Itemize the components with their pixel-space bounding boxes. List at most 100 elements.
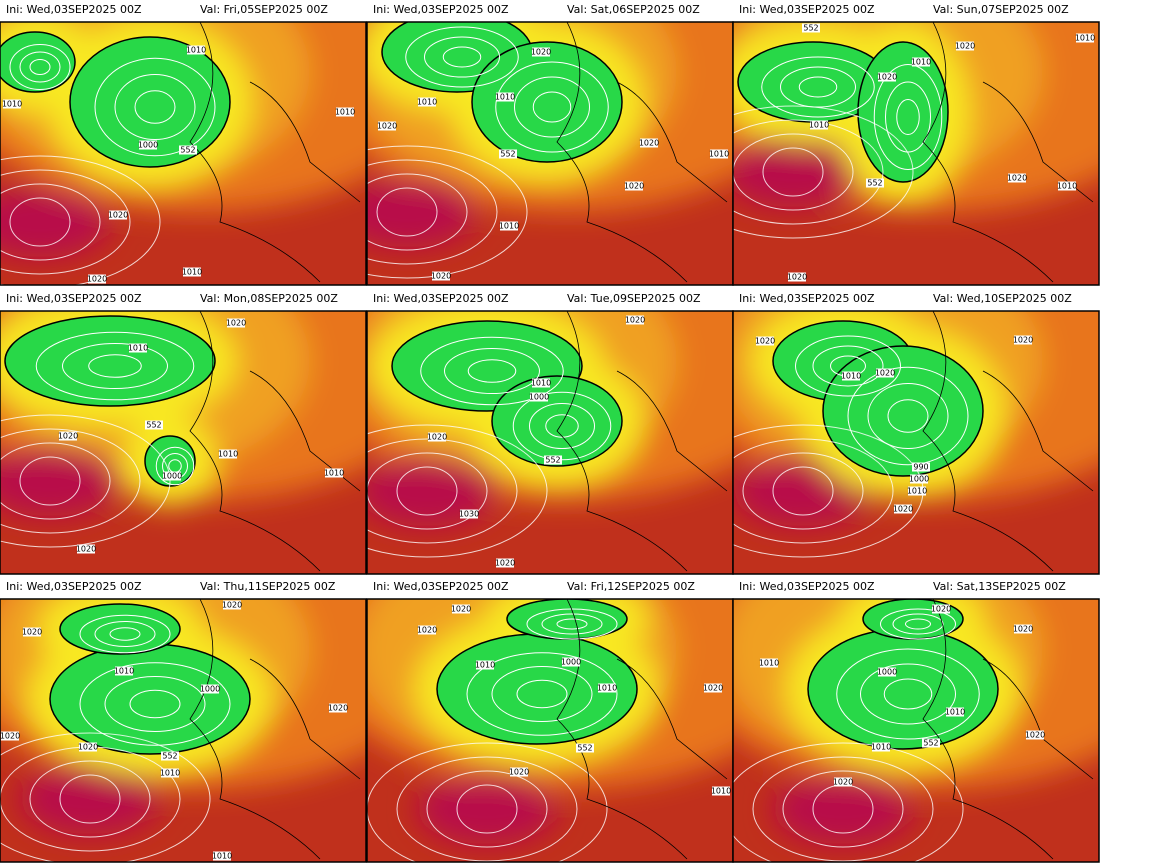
- isobar: [491, 666, 593, 722]
- label-box: [325, 468, 343, 478]
- isobar: [9, 44, 71, 90]
- isobar: [0, 442, 111, 520]
- isobar: [905, 618, 931, 630]
- init-time: Ini: Wed,03SEP2025 00Z: [739, 580, 875, 593]
- isobar-label: 1010: [841, 372, 861, 381]
- isobar-label: 1020: [787, 273, 807, 282]
- coastline: [189, 311, 361, 572]
- isobar: [405, 26, 519, 88]
- valid-time: Val: Tue,09SEP2025 00Z: [567, 292, 701, 305]
- isobar-label: 1010: [218, 450, 238, 459]
- isobar: [94, 57, 216, 157]
- isobar: [19, 51, 61, 83]
- label-box: [336, 107, 354, 117]
- valid-time: Val: Fri,05SEP2025 00Z: [200, 3, 328, 16]
- isobar-label: 1020: [1013, 336, 1033, 345]
- isobar-label: 1020: [222, 601, 242, 610]
- isobar: [0, 414, 171, 548]
- isobar: [742, 452, 864, 530]
- isobar-label: 1000: [138, 141, 158, 150]
- isobar: [134, 90, 176, 124]
- isobar: [396, 466, 458, 516]
- label-box: [213, 851, 231, 861]
- isobar: [733, 119, 884, 225]
- isobar: [812, 345, 884, 387]
- isobar-label: 1010: [911, 58, 931, 67]
- label-box: [530, 392, 548, 402]
- label-box: [1008, 173, 1026, 183]
- map-panel: 1020 1020 1010 1000 1010 1020 552 1020 1010: [367, 599, 733, 862]
- high-core: [773, 774, 913, 844]
- isobar-label: 552: [545, 456, 560, 465]
- label-box: [115, 666, 133, 676]
- label-box: [910, 474, 928, 484]
- label-box: [88, 274, 106, 284]
- isobar: [0, 183, 101, 261]
- isobar-label: 1010: [114, 667, 134, 676]
- isobar-label: 1010: [597, 684, 617, 693]
- isobar-label: 1020: [108, 211, 128, 220]
- label-box: [544, 455, 562, 465]
- label-box: [922, 738, 940, 748]
- isobar: [516, 679, 568, 709]
- init-time: Ini: Wed,03SEP2025 00Z: [6, 3, 142, 16]
- low-area: [69, 36, 231, 168]
- panel-frame: [732, 598, 1100, 863]
- isobar-label: 1020: [531, 48, 551, 57]
- low-area: [822, 345, 984, 477]
- valid-time: Val: Wed,10SEP2025 00Z: [933, 292, 1072, 305]
- isobar-label: 1020: [875, 369, 895, 378]
- label-box: [866, 178, 884, 188]
- isobar-label: 1020: [427, 433, 447, 442]
- isobar-label: 1010: [182, 268, 202, 277]
- isobar: [59, 774, 121, 824]
- low-area: [491, 375, 623, 467]
- isobar: [541, 613, 603, 635]
- isobar: [0, 169, 131, 275]
- isobar-label: 552: [923, 739, 938, 748]
- label-box: [956, 41, 974, 51]
- isobar-label: 1010: [2, 100, 22, 109]
- isobar-label: 1020: [78, 743, 98, 752]
- isobar-label: 1010: [499, 222, 519, 231]
- isobar-label: 1020: [931, 605, 951, 614]
- isobar-label: 552: [162, 752, 177, 761]
- label-box: [329, 703, 347, 713]
- high-core: [0, 187, 110, 257]
- isobar: [466, 652, 618, 736]
- label-box: [460, 509, 478, 519]
- isobar-label: 1030: [459, 510, 479, 519]
- isobar: [762, 147, 824, 197]
- coastline: [556, 311, 728, 572]
- isobar-label: 1000: [162, 472, 182, 481]
- label-box: [227, 318, 245, 328]
- map-panel: 1010 1010 1000 552 1010 1020 1010 1020: [0, 22, 366, 285]
- init-time: Ini: Wed,03SEP2025 00Z: [739, 3, 875, 16]
- isobar: [62, 343, 168, 389]
- isobar: [35, 331, 195, 401]
- isobar: [733, 742, 964, 862]
- label-box: [201, 684, 219, 694]
- isobar: [367, 424, 548, 558]
- isobar: [529, 403, 595, 449]
- panel-frame: [0, 310, 367, 575]
- isobar: [526, 608, 618, 640]
- label-box: [640, 138, 658, 148]
- isobar-label: 1010: [531, 379, 551, 388]
- label-box: [562, 657, 580, 667]
- label-box: [79, 742, 97, 752]
- label-box: [625, 181, 643, 191]
- isobar: [883, 678, 933, 710]
- panel-frame: [0, 598, 367, 863]
- isobar-label: 1010: [475, 661, 495, 670]
- isobar: [367, 438, 518, 544]
- init-time: Ini: Wed,03SEP2025 00Z: [739, 292, 875, 305]
- high-core: [417, 774, 557, 844]
- isobar-label: 1020: [22, 628, 42, 637]
- isobar: [752, 756, 934, 862]
- isobar: [367, 145, 528, 279]
- isobar-label: 1020: [833, 778, 853, 787]
- label-box: [704, 683, 722, 693]
- isobar: [29, 59, 51, 75]
- isobar-label: 1010: [417, 98, 437, 107]
